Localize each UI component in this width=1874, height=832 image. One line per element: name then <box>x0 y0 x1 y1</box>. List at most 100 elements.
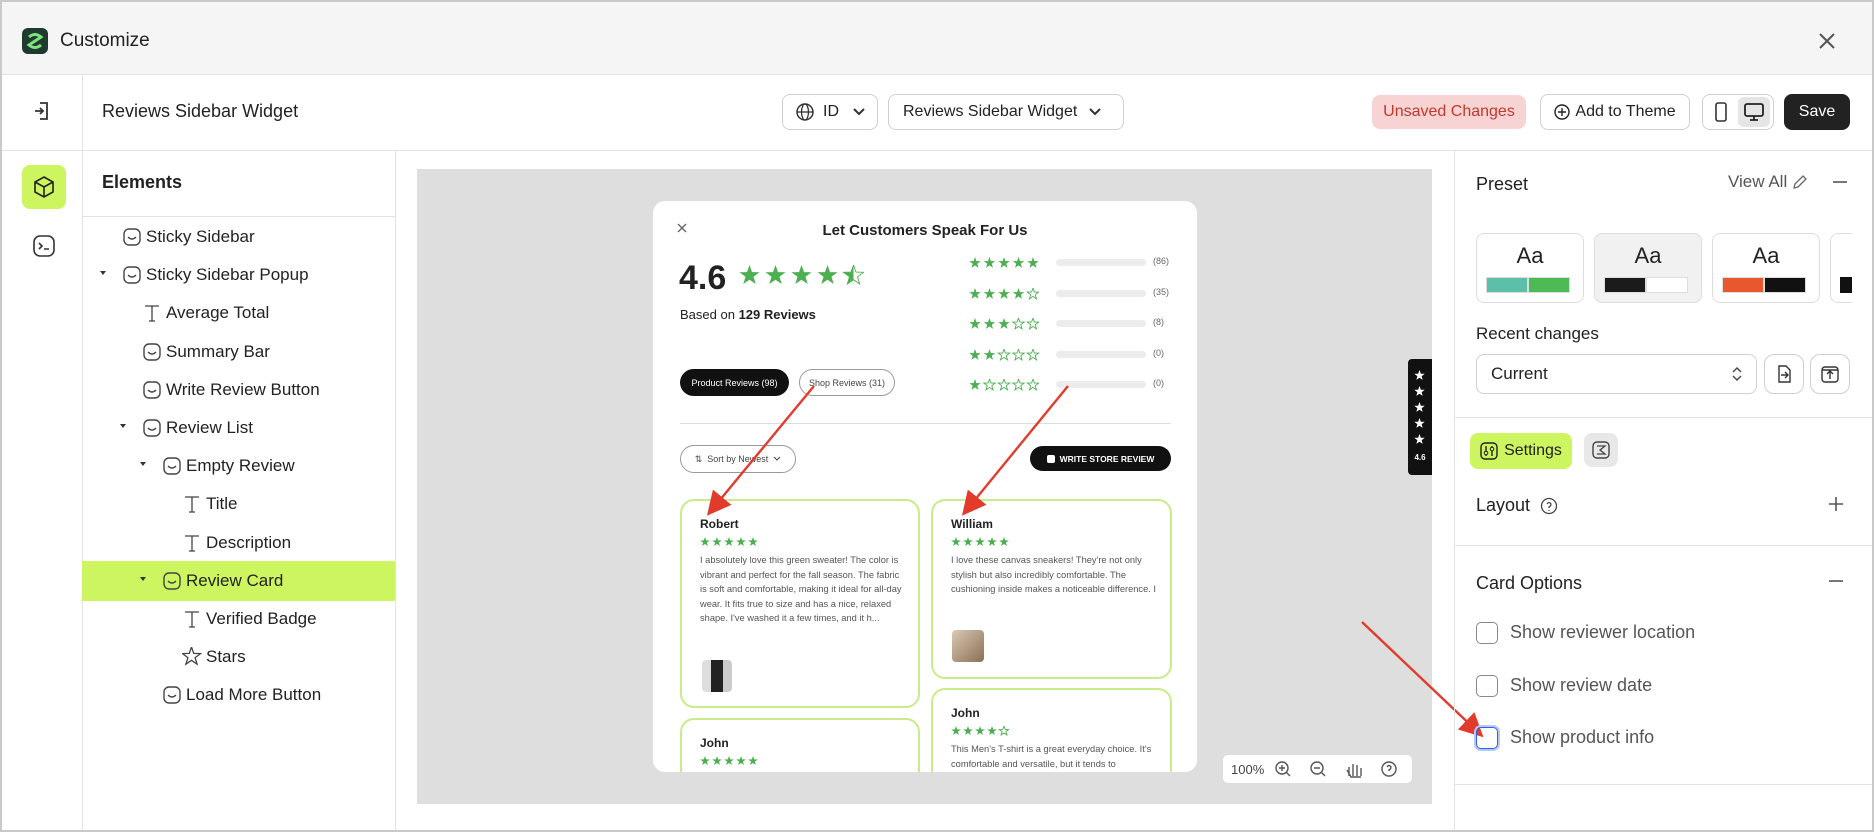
tree-caret[interactable] <box>140 462 146 467</box>
tree-icon <box>162 571 182 591</box>
row-stars <box>969 256 1039 274</box>
current-label: Current <box>1491 364 1548 383</box>
zoom-tools[interactable] <box>1274 759 1404 779</box>
review-stars <box>951 534 1009 552</box>
card-options-title: Card Options <box>1476 573 1583 593</box>
review-count: 129 Reviews <box>738 307 816 322</box>
sidebar-rating: 4.6 <box>1414 453 1426 462</box>
chevron <box>853 108 865 116</box>
checkbox[interactable] <box>1476 674 1498 697</box>
export-icon <box>1821 366 1839 383</box>
card-options: Show reviewer location Show review date Sh… <box>1476 622 1856 772</box>
mobile-view[interactable] <box>1710 101 1732 123</box>
preset-sample: Aa <box>1634 243 1662 268</box>
collapse-card-options[interactable] <box>1828 579 1844 583</box>
style-icon <box>1592 441 1610 459</box>
tree-icon <box>142 380 162 400</box>
template-select[interactable]: Reviews Sidebar Widget <box>888 94 1124 130</box>
option-label: Show reviewer location <box>1510 622 1696 642</box>
write-review-label: WRITE STORE REVIEW <box>1059 453 1155 464</box>
preset-swatch <box>1646 277 1688 293</box>
tree-caret[interactable] <box>100 271 106 276</box>
tree-icon <box>122 265 142 285</box>
language-select[interactable]: ID <box>782 94 878 130</box>
popup-close[interactable] <box>675 221 689 235</box>
add-to-theme-label: Add to Theme <box>1575 103 1676 120</box>
tree-icon <box>122 227 142 247</box>
tree-icon <box>142 303 162 323</box>
row-count: (0) <box>1153 347 1164 358</box>
row-count: (86) <box>1153 256 1170 266</box>
desktop-view-active[interactable] <box>1738 97 1770 127</box>
layout-label: Layout <box>1476 495 1531 515</box>
tree-icon <box>162 456 182 476</box>
tree-item[interactable]: Stars <box>206 647 246 667</box>
exit-icon[interactable] <box>32 100 52 122</box>
tree-item[interactable]: Sticky Sidebar Popup <box>146 265 309 285</box>
review-text: This Men's T-shirt is a great everyday c… <box>951 744 1152 769</box>
view-all-link[interactable]: View All <box>1728 172 1809 192</box>
based-on: Based on 129 Reviews <box>680 307 816 322</box>
tree-item[interactable]: Summary Bar <box>166 341 270 361</box>
preset-swatch <box>1722 277 1764 293</box>
option-label: Show product info <box>1510 727 1655 747</box>
tree-icon <box>142 418 162 438</box>
tree-item[interactable]: Empty Review <box>186 456 295 476</box>
app-logo <box>22 28 48 54</box>
tree-icon <box>182 609 202 629</box>
sidebar-star <box>1414 432 1425 450</box>
tree-caret[interactable] <box>140 576 146 581</box>
reviewer-name: Robert <box>700 517 739 531</box>
import-button[interactable] <box>1764 354 1804 394</box>
row-stars <box>969 316 1041 335</box>
row-bar <box>1056 320 1146 327</box>
average-rating: 4.6 <box>679 259 727 297</box>
sidebar-star <box>1414 384 1425 402</box>
tree-item[interactable]: Title <box>206 494 238 514</box>
save-button[interactable]: Save <box>1784 94 1850 130</box>
review-stars <box>951 723 1011 741</box>
tree-item[interactable]: Load More Button <box>186 685 322 705</box>
review-text: I absolutely love this green sweater! Th… <box>700 555 902 623</box>
preset-card-partial <box>1830 233 1852 303</box>
tree-item[interactable]: Sticky Sidebar <box>146 227 255 246</box>
tree-item[interactable]: Review Card <box>186 570 284 590</box>
selected-row <box>82 560 395 601</box>
checkbox[interactable] <box>1476 727 1498 749</box>
desktop-icon <box>1744 103 1764 121</box>
zoom-level: 100% <box>1231 761 1265 777</box>
tree-caret[interactable] <box>120 424 126 428</box>
sidebar-tab[interactable] <box>1408 359 1432 475</box>
review-card <box>680 718 920 772</box>
element-tree: Sticky Sidebar Sticky Sidebar Popup Averag… <box>82 219 395 719</box>
globe-icon <box>796 103 814 121</box>
row-stars <box>969 347 1041 366</box>
window-title: Customize <box>60 30 150 51</box>
tree-icon <box>142 342 162 362</box>
settings-tab[interactable]: Settings <box>1470 433 1572 469</box>
row-bar <box>1056 289 1146 297</box>
collapse-preset[interactable] <box>1832 180 1848 184</box>
preset-sample: Aa <box>1516 243 1544 268</box>
elements-title: Elements <box>102 172 183 192</box>
checkbox[interactable] <box>1476 622 1498 644</box>
tree-item[interactable]: Description <box>206 532 292 552</box>
shop-reviews-tab[interactable]: Shop Reviews (31) <box>799 369 895 396</box>
close-button[interactable] <box>1818 32 1836 50</box>
code-tab[interactable] <box>32 234 56 258</box>
expand-layout[interactable] <box>1828 496 1844 512</box>
rating-breakdown: (86) (35) (8) (0) (0) <box>969 256 1179 416</box>
tree-item[interactable]: Verified Badge <box>206 609 317 628</box>
review-stars <box>700 534 758 552</box>
cube-icon <box>34 176 54 198</box>
preset-title: Preset <box>1476 174 1529 194</box>
tree-item[interactable]: Average Total <box>166 303 270 323</box>
layout-section[interactable]: Layout <box>1476 495 1558 516</box>
add-to-theme-button[interactable]: Add to Theme <box>1540 94 1690 130</box>
reviews-popup: Let Customers Speak For Us 4.6 Based on … <box>653 201 1197 772</box>
recent-changes-select[interactable]: Current <box>1476 354 1757 394</box>
tree-item[interactable]: Write Review Button <box>166 379 320 399</box>
tree-item[interactable]: Review List <box>166 418 253 437</box>
review-text: I love these canvas sneakers! They're no… <box>951 555 1156 594</box>
preset-swatch <box>1840 277 1852 293</box>
